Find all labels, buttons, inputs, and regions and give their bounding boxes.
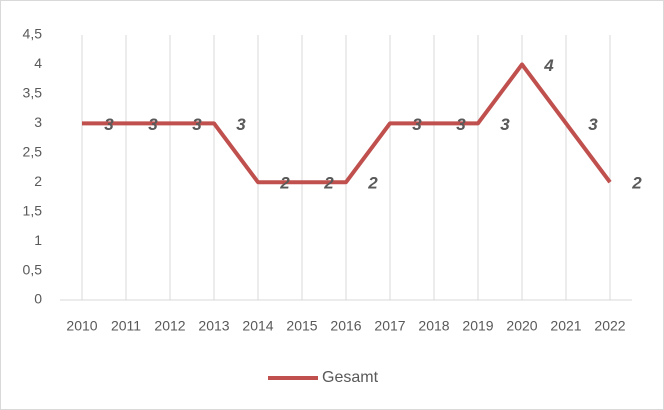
data-label: 2 — [279, 174, 290, 193]
data-label: 2 — [323, 174, 334, 193]
y-tick-label: 4,5 — [23, 26, 43, 42]
x-tick-label: 2019 — [462, 318, 493, 334]
x-tick-label: 2016 — [330, 318, 361, 334]
x-tick-label: 2011 — [111, 318, 141, 334]
y-tick-label: 1,5 — [23, 202, 43, 218]
y-tick-label: 0 — [34, 291, 42, 307]
data-label: 3 — [456, 115, 466, 134]
x-tick-label: 2013 — [198, 318, 229, 334]
y-tick-label: 4 — [34, 55, 42, 71]
y-tick-label: 1 — [34, 232, 42, 248]
y-tick-label: 3 — [34, 114, 42, 130]
data-label: 2 — [367, 174, 378, 193]
x-tick-label: 2012 — [154, 318, 185, 334]
x-tick-label: 2020 — [506, 318, 537, 334]
data-label: 3 — [412, 115, 422, 134]
x-tick-label: 2015 — [286, 318, 317, 334]
y-tick-label: 0,5 — [23, 261, 43, 277]
y-tick-label: 3,5 — [23, 85, 43, 101]
x-tick-label: 2014 — [242, 318, 273, 334]
line — [82, 62, 612, 185]
data-label: 3 — [192, 115, 202, 134]
x-tick-label: 2021 — [550, 318, 581, 334]
data-label: 2 — [631, 174, 642, 193]
x-tick-label: 2018 — [418, 318, 449, 334]
legend-label: Gesamt — [322, 369, 379, 386]
x-tick-label: 2022 — [594, 318, 625, 334]
data-label: 4 — [543, 56, 554, 75]
data-label: 3 — [148, 115, 158, 134]
x-tick-label: 2017 — [374, 318, 405, 334]
data-label: 3 — [236, 115, 246, 134]
y-tick-label: 2 — [34, 173, 42, 189]
x-tick-label: 2010 — [66, 318, 97, 334]
data-label: 3 — [104, 115, 114, 134]
data-label: 3 — [588, 115, 598, 134]
data-label: 3 — [500, 115, 510, 134]
y-tick-label: 2,5 — [23, 143, 43, 159]
